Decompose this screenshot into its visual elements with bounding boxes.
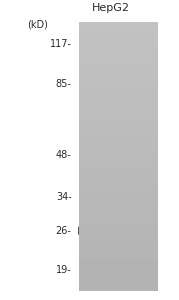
Text: 19-: 19-: [56, 265, 72, 275]
Text: 26-: 26-: [56, 226, 72, 236]
Text: 117-: 117-: [50, 39, 72, 49]
Text: 34-: 34-: [56, 192, 72, 203]
Text: 85-: 85-: [56, 79, 72, 89]
Text: HepG2: HepG2: [92, 3, 130, 13]
Text: 48-: 48-: [56, 150, 72, 160]
Text: (kD): (kD): [27, 20, 48, 30]
FancyBboxPatch shape: [80, 226, 139, 231]
FancyBboxPatch shape: [78, 226, 144, 235]
